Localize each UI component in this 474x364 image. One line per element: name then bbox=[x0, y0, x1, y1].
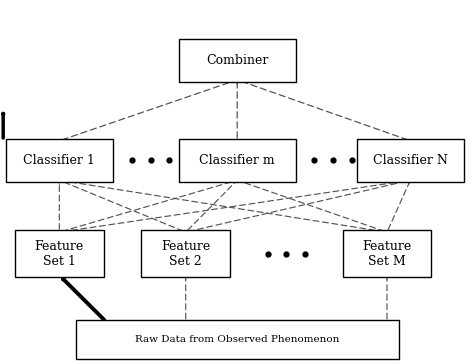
Text: Classifier N: Classifier N bbox=[373, 154, 448, 167]
Text: Classifier 1: Classifier 1 bbox=[23, 154, 95, 167]
FancyBboxPatch shape bbox=[179, 39, 296, 82]
Text: Combiner: Combiner bbox=[206, 54, 268, 67]
FancyBboxPatch shape bbox=[15, 230, 104, 277]
Text: Raw Data from Observed Phenomenon: Raw Data from Observed Phenomenon bbox=[135, 335, 339, 344]
Text: Feature
Set 1: Feature Set 1 bbox=[35, 240, 84, 268]
FancyBboxPatch shape bbox=[179, 139, 296, 182]
FancyBboxPatch shape bbox=[76, 320, 399, 359]
Text: Feature
Set M: Feature Set M bbox=[362, 240, 411, 268]
FancyBboxPatch shape bbox=[141, 230, 230, 277]
FancyBboxPatch shape bbox=[356, 139, 464, 182]
FancyBboxPatch shape bbox=[6, 139, 113, 182]
Text: Feature
Set 2: Feature Set 2 bbox=[161, 240, 210, 268]
FancyBboxPatch shape bbox=[343, 230, 431, 277]
Text: Classifier m: Classifier m bbox=[200, 154, 275, 167]
